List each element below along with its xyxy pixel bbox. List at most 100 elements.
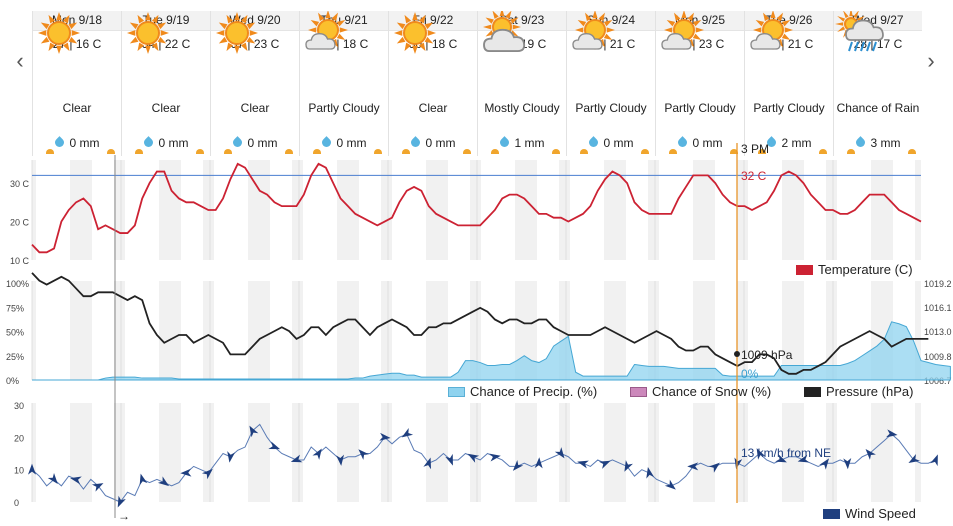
night-band: [566, 160, 570, 260]
day-column[interactable]: Sun 9/24 33 | 21 C Partly Cloudy 0 mm: [566, 11, 655, 156]
sunrise-icon: [758, 149, 766, 154]
daily-forecast: Mon 9/18 27 | 16 C Clear 0 mm Tue 9/19 3…: [32, 11, 922, 156]
sunrise-icon: [402, 149, 410, 154]
night-band: [388, 403, 392, 502]
night-band: [915, 281, 921, 380]
wind-direction-icon: [139, 473, 148, 486]
legend-label-snow: Chance of Snow (%): [652, 384, 772, 399]
wind-direction-icon: [201, 468, 213, 480]
pressure-tick-label: 1006.7: [924, 376, 952, 386]
wind-direction-icon: [756, 448, 766, 460]
day-column[interactable]: Mon 9/18 27 | 16 C Clear 0 mm: [32, 11, 121, 156]
day-column[interactable]: Tue 9/26 34 | 21 C Partly Cloudy 2 mm: [744, 11, 833, 156]
night-band: [114, 160, 121, 260]
day-precip: 3 mm: [834, 136, 922, 150]
night-band: [114, 281, 121, 380]
day-column[interactable]: Wed 9/27 28 | 17 C Chance of Rain 3 mm: [833, 11, 922, 156]
day-column[interactable]: Fri 9/22 30 | 18 C Clear 0 mm: [388, 11, 477, 156]
night-band: [299, 281, 303, 380]
night-band: [515, 281, 537, 380]
precip-tick-label: 0%: [6, 376, 19, 386]
next-arrow[interactable]: ›: [922, 48, 940, 74]
day-condition: Partly Cloudy: [664, 101, 736, 115]
pressure-line: [31, 272, 929, 375]
wind-direction-icon: [886, 429, 898, 438]
day-column[interactable]: Mon 9/25 33 | 23 C Partly Cloudy 0 mm: [655, 11, 744, 156]
sunrise-icon: [491, 149, 499, 154]
night-band: [604, 281, 626, 380]
night-band: [337, 403, 359, 502]
legend-label-wind: Wind Speed: [845, 506, 916, 521]
wind-direction-icon: [598, 460, 611, 469]
night-band: [744, 281, 748, 380]
night-band: [70, 281, 92, 380]
wind-direction-icon: [423, 457, 432, 470]
precip-tick-label: 25%: [6, 352, 24, 362]
day-precip: 0 mm: [211, 136, 299, 150]
partly-cloudy-icon: [750, 11, 815, 99]
sunset-icon: [285, 149, 293, 154]
sun-icon: [216, 12, 281, 99]
legend-label-temperature: Temperature (C): [818, 262, 913, 277]
wind-direction-icon: [908, 454, 920, 463]
day-condition: Partly Cloudy: [753, 101, 825, 115]
night-band: [203, 281, 210, 380]
precip-tick-label: 50%: [6, 328, 24, 338]
night-band: [114, 403, 121, 502]
sunrise-icon: [313, 149, 321, 154]
partly-cloudy-icon: [661, 11, 726, 99]
legend-swatch-precip: [448, 386, 465, 397]
legend-pressure: Pressure (hPa): [804, 384, 913, 399]
day-column[interactable]: Wed 9/20 37 | 23 C Clear 0 mm: [210, 11, 299, 156]
cursor-pressure-label: 1009 hPa: [741, 348, 793, 362]
night-band: [477, 403, 481, 502]
prev-arrow[interactable]: ‹: [11, 48, 29, 74]
chevron-right-icon: ›: [927, 48, 935, 73]
wind-direction-icon: [577, 460, 589, 469]
wind-direction-icon: [312, 448, 322, 460]
night-band: [426, 160, 448, 260]
wind-direction-icon: [47, 472, 58, 485]
day-precip-amount: 0 mm: [336, 136, 367, 150]
night-band: [381, 281, 388, 380]
night-band: [737, 403, 744, 502]
day-column[interactable]: Thu 9/21 36 | 18 C Partly Cloudy 0 mm: [299, 11, 388, 156]
day-precip-amount: 2 mm: [781, 136, 812, 150]
night-band: [559, 160, 566, 260]
day-precip: 2 mm: [745, 136, 833, 150]
day-condition: Mostly Cloudy: [484, 101, 560, 115]
night-band: [32, 403, 36, 502]
wind-direction-icon: [534, 457, 543, 469]
legend-swatch-temperature: [796, 264, 813, 275]
cursor-wind-label: 13 km/h from NE: [741, 446, 831, 460]
wind-direction-icon: [290, 454, 303, 463]
legend-precip: Chance of Precip. (%): [448, 384, 597, 399]
night-band: [210, 403, 214, 502]
night-band: [737, 160, 744, 260]
sunrise-icon: [580, 149, 588, 154]
sunset-icon: [196, 149, 204, 154]
wind-direction-icon: [775, 454, 787, 463]
day-column[interactable]: Sat 9/23 28 | 19 C Mostly Cloudy 1 mm: [477, 11, 566, 156]
sunrise-icon: [669, 149, 677, 154]
day-precip: 0 mm: [300, 136, 388, 150]
night-band: [426, 281, 448, 380]
sunset-icon: [107, 149, 115, 154]
cursor-pressure-dot: [734, 351, 740, 357]
night-band: [121, 281, 125, 380]
scroll-arrow-icon: →: [118, 509, 130, 523]
night-band: [515, 160, 537, 260]
wind-direction-icon: [512, 460, 524, 471]
night-band: [655, 160, 659, 260]
night-band: [604, 160, 626, 260]
wind-direction-icon: [624, 460, 633, 472]
night-band: [470, 160, 477, 260]
wind-direction-icon: [445, 453, 453, 466]
night-band: [915, 160, 921, 260]
cursor-temp-label: 32 C: [741, 169, 767, 183]
night-band: [782, 160, 804, 260]
chevron-left-icon: ‹: [16, 48, 24, 73]
day-column[interactable]: Tue 9/19 34 | 22 C Clear 0 mm: [121, 11, 210, 156]
night-band: [826, 281, 833, 380]
